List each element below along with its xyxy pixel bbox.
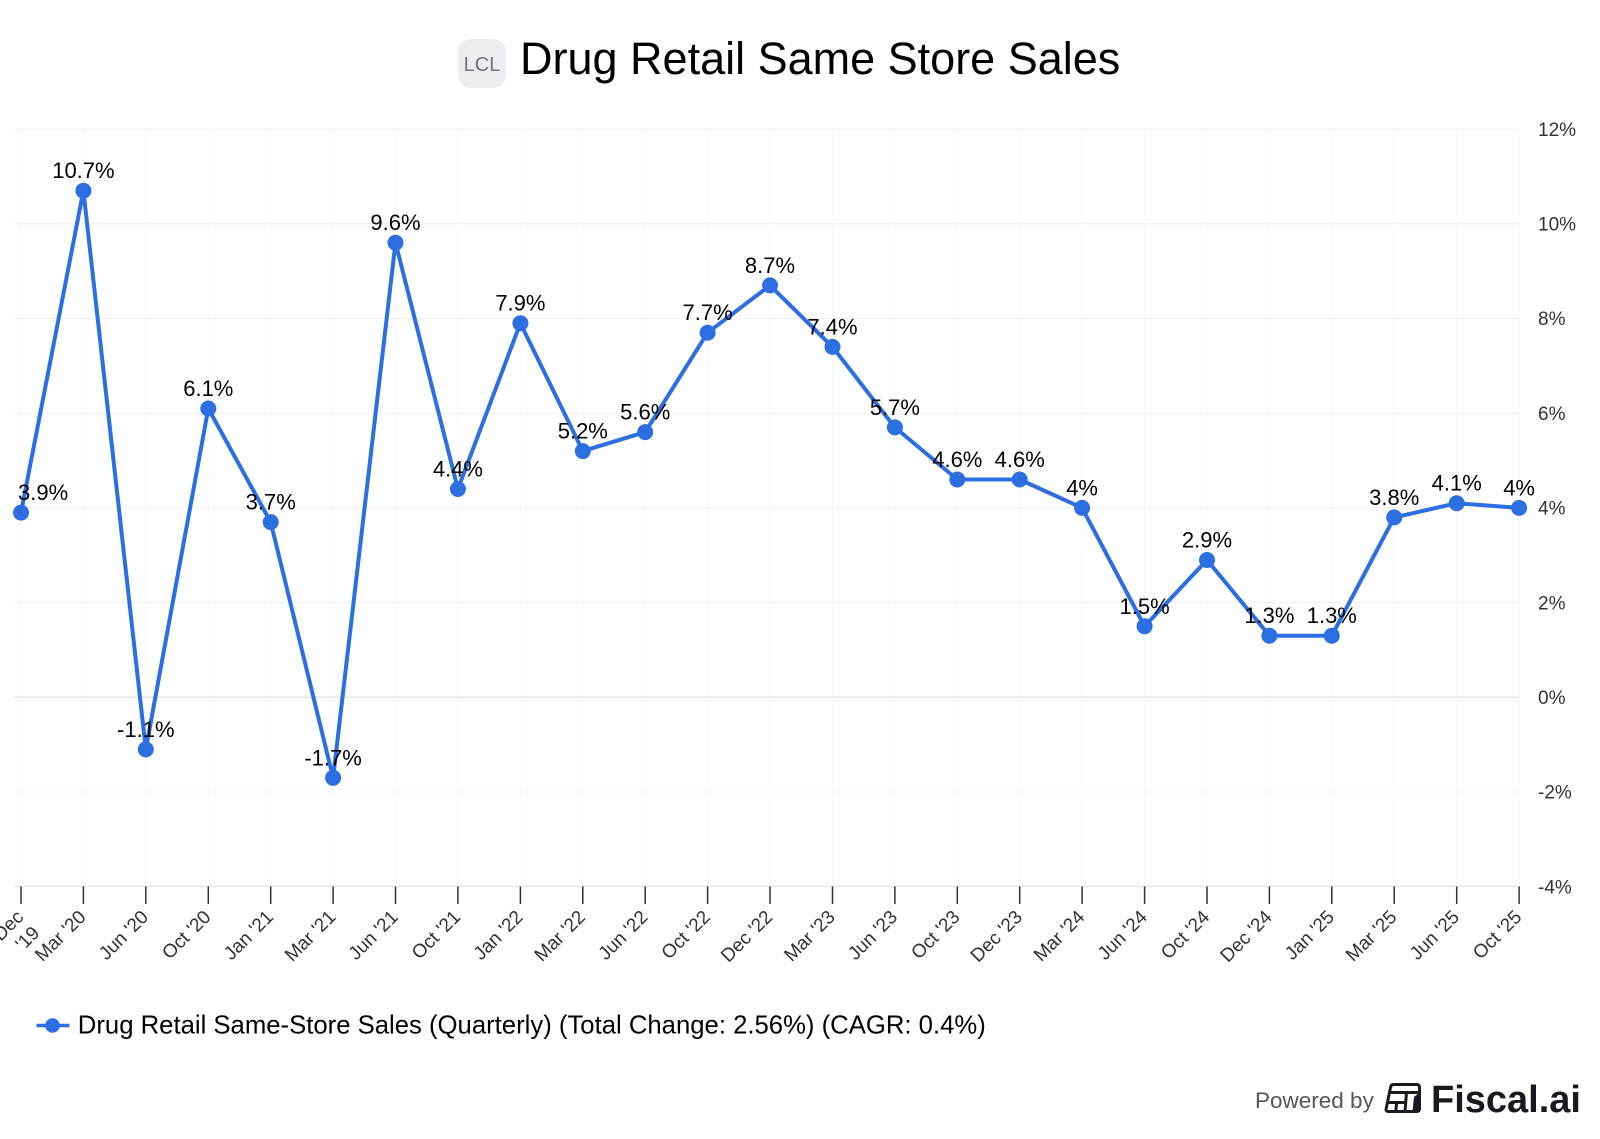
svg-text:6%: 6%: [1538, 404, 1566, 425]
svg-text:9.6%: 9.6%: [370, 210, 420, 235]
svg-text:Drug Retail Same Store Sales: Drug Retail Same Store Sales: [520, 33, 1120, 84]
svg-text:3.8%: 3.8%: [1369, 485, 1419, 510]
svg-text:10.7%: 10.7%: [52, 158, 114, 183]
svg-text:1.3%: 1.3%: [1307, 603, 1357, 628]
svg-text:Drug Retail Same-Store Sales (: Drug Retail Same-Store Sales (Quarterly)…: [78, 1012, 986, 1040]
svg-text:2%: 2%: [1538, 593, 1566, 614]
svg-text:6.1%: 6.1%: [183, 376, 233, 401]
svg-text:4.6%: 4.6%: [995, 447, 1045, 472]
svg-text:5.7%: 5.7%: [870, 395, 920, 420]
svg-text:4.4%: 4.4%: [433, 457, 483, 482]
svg-text:1.5%: 1.5%: [1120, 594, 1170, 619]
svg-text:7.7%: 7.7%: [683, 300, 733, 325]
svg-text:4.1%: 4.1%: [1432, 471, 1482, 496]
svg-text:8.7%: 8.7%: [745, 253, 795, 278]
svg-text:-1.7%: -1.7%: [304, 745, 361, 770]
svg-text:3.9%: 3.9%: [18, 480, 68, 505]
svg-text:4%: 4%: [1066, 475, 1098, 500]
svg-text:4%: 4%: [1538, 499, 1566, 520]
svg-text:Fiscal.ai: Fiscal.ai: [1431, 1079, 1581, 1121]
svg-text:5.2%: 5.2%: [558, 419, 608, 444]
svg-text:Powered by: Powered by: [1255, 1088, 1375, 1113]
svg-text:7.9%: 7.9%: [495, 291, 545, 316]
svg-text:-4%: -4%: [1538, 877, 1572, 898]
svg-text:4.6%: 4.6%: [932, 447, 982, 472]
svg-text:2.9%: 2.9%: [1182, 528, 1232, 553]
svg-text:8%: 8%: [1538, 309, 1566, 330]
svg-text:-2%: -2%: [1538, 783, 1572, 804]
svg-text:1.3%: 1.3%: [1244, 603, 1294, 628]
svg-text:10%: 10%: [1538, 215, 1576, 236]
svg-text:5.6%: 5.6%: [620, 400, 670, 425]
svg-text:4%: 4%: [1503, 475, 1535, 500]
svg-text:12%: 12%: [1538, 120, 1576, 141]
svg-text:3.7%: 3.7%: [246, 490, 296, 515]
svg-text:0%: 0%: [1538, 688, 1566, 709]
svg-text:7.4%: 7.4%: [807, 314, 857, 339]
svg-text:-1.1%: -1.1%: [117, 717, 174, 742]
svg-text:LCL: LCL: [464, 54, 501, 76]
